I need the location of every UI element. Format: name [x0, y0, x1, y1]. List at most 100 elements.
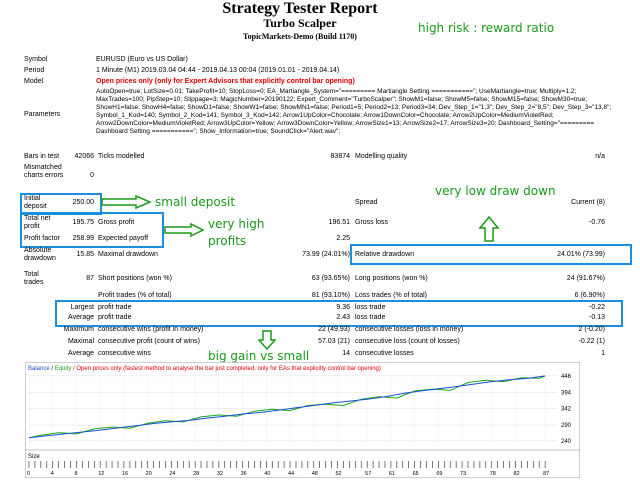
arrow-up-icon	[478, 215, 500, 242]
average-profit-label: profit trade	[98, 314, 132, 321]
parameters-label: Parameters	[24, 111, 61, 118]
conslosses-label: consecutive losses (loss in money)	[355, 326, 464, 333]
model-label: Model	[24, 78, 44, 85]
parameters-value: AutoOpen=true; LotSize=0.01; TakeProfit=…	[96, 88, 612, 135]
trades-label: Total trades	[24, 271, 44, 286]
arrow-down-icon	[258, 330, 276, 350]
chart-legend: Balance / Equity / Open prices only (fas…	[28, 366, 381, 372]
ticks-value: 83874	[330, 153, 350, 160]
x-tick-label: 52	[335, 471, 341, 477]
y-tick-label: 342	[561, 407, 572, 413]
y-tick-label: 240	[561, 439, 572, 445]
average-label: Average	[68, 314, 94, 321]
x-tick-label: 73	[460, 471, 466, 477]
mismatched-label: Mismatched charts errors	[24, 164, 64, 179]
reldd-label: Relative drawdown	[355, 251, 415, 258]
profit-highlight	[20, 212, 164, 248]
y-tick-label: 290	[561, 423, 572, 429]
x-tick-label: 44	[288, 471, 294, 477]
x-tick-label: 65	[413, 471, 419, 477]
largest-label: Largest	[70, 304, 94, 311]
netprofit-label: Total net profit	[24, 215, 51, 230]
average-cons-label: Average	[68, 350, 94, 357]
x-tick-label: 24	[169, 471, 175, 477]
grossprofit-label: Gross profit	[98, 219, 135, 226]
period-value: 1 Minute (M1) 2019.03.04 04:44 - 2019.04…	[96, 67, 340, 74]
legend-balance: Balance	[28, 366, 50, 372]
payoff-value: 2.25	[336, 235, 350, 242]
model-value: Open prices only (only for Expert Adviso…	[96, 78, 355, 85]
deposit-highlight	[20, 193, 102, 215]
x-tick-label: 40	[264, 471, 270, 477]
maxdd-label: Maximal drawdown	[98, 251, 158, 258]
average-loss-label: loss trade	[355, 314, 386, 321]
server-name: TopicMarkets-Demo (Build 1170)	[243, 32, 357, 41]
size-label: Size	[28, 454, 40, 460]
equity-line	[28, 375, 546, 439]
x-tick-label: 4	[51, 471, 54, 477]
y-tick-label: 394	[561, 390, 572, 396]
x-tick-label: 57	[365, 471, 371, 477]
maximum-label: Maximum	[63, 326, 94, 333]
x-tick-label: 61	[389, 471, 395, 477]
x-tick-label: 8	[74, 471, 77, 477]
legend-equity: Equity	[55, 366, 72, 372]
x-tick-label: 78	[490, 471, 496, 477]
grossloss-value: -0.76	[589, 219, 605, 226]
arrow-right-icon	[101, 195, 152, 209]
long-label: Long positions (won %)	[355, 275, 428, 282]
long-value: 24 (91.67%)	[566, 275, 605, 282]
quality-label: Modelling quality	[355, 153, 408, 160]
consprofit-value: 57.03 (21)	[318, 338, 350, 345]
x-tick-label: 32	[217, 471, 223, 477]
report-title: Strategy Tester Report	[222, 0, 378, 17]
balance-line	[28, 375, 546, 439]
x-tick-label: 20	[146, 471, 152, 477]
grossprofit-value: 196.51	[328, 219, 350, 226]
quality-value: n/a	[595, 153, 605, 160]
symbol-label: Symbol	[24, 56, 48, 63]
conslosses-value: 2 (-0.20)	[578, 326, 605, 333]
annotation-small-deposit: small deposit	[155, 195, 236, 209]
reldd-value: 24.01% (73.99)	[557, 251, 605, 258]
largest-loss-value: -0.22	[589, 304, 605, 311]
largest-loss-label: loss trade	[355, 304, 386, 311]
expert-name: Turbo Scalper	[263, 16, 337, 30]
netprofit-value: 195.75	[72, 219, 94, 226]
arrow-right-icon	[164, 223, 205, 237]
short-value: 63 (93.65%)	[311, 275, 350, 282]
annotation-risk-reward: high risk : reward ratio	[418, 21, 555, 35]
x-tick-label: 69	[436, 471, 442, 477]
maxdd-value: 73.99 (24.01%)	[302, 251, 350, 258]
consloss-value: -0.22 (1)	[578, 338, 605, 345]
profittrades-value: 81 (93.10%)	[311, 292, 350, 299]
spread-value: Current (8)	[571, 199, 605, 206]
legend-description: / Open prices only (fastest method to an…	[71, 366, 381, 372]
deposit-label: Initial deposit	[24, 195, 47, 210]
x-tick-label: 28	[193, 471, 199, 477]
annotation-low-drawdown: very low draw down	[435, 184, 556, 198]
x-tick-label: 82	[513, 471, 519, 477]
bars-label: Bars in test	[24, 153, 60, 160]
largest-profit-value: 9.36	[336, 304, 350, 311]
mismatched-value: 0	[90, 172, 94, 179]
average-profit-value: 2.43	[336, 314, 350, 321]
absdd-label: Absolute drawdown	[24, 247, 56, 262]
x-tick-label: 87	[543, 471, 549, 477]
avglosses-label: consecutive losses	[355, 350, 414, 357]
losstrades-label: Loss trades (% of total)	[355, 292, 427, 299]
x-tick-label: 36	[241, 471, 247, 477]
profittrades-label: Profit trades (% of total)	[98, 292, 172, 299]
balance-chart: Balance / Equity / Open prices only (fas…	[25, 362, 580, 478]
conswins-value: 22 (49.93)	[318, 326, 350, 333]
absdd-value: 15.85	[76, 251, 94, 258]
chart-frame	[25, 362, 580, 478]
x-tick-label: 16	[122, 471, 128, 477]
period-label: Period	[24, 67, 45, 74]
consprofit-label: consecutive profit (count of wins)	[98, 338, 200, 345]
payoff-label: Expected payoff	[98, 235, 149, 242]
deposit-value: 250.00	[72, 199, 94, 206]
trades-value: 87	[86, 275, 94, 282]
y-tick-label: 446	[561, 374, 572, 380]
profitfactor-label: Profit factor	[24, 235, 60, 242]
